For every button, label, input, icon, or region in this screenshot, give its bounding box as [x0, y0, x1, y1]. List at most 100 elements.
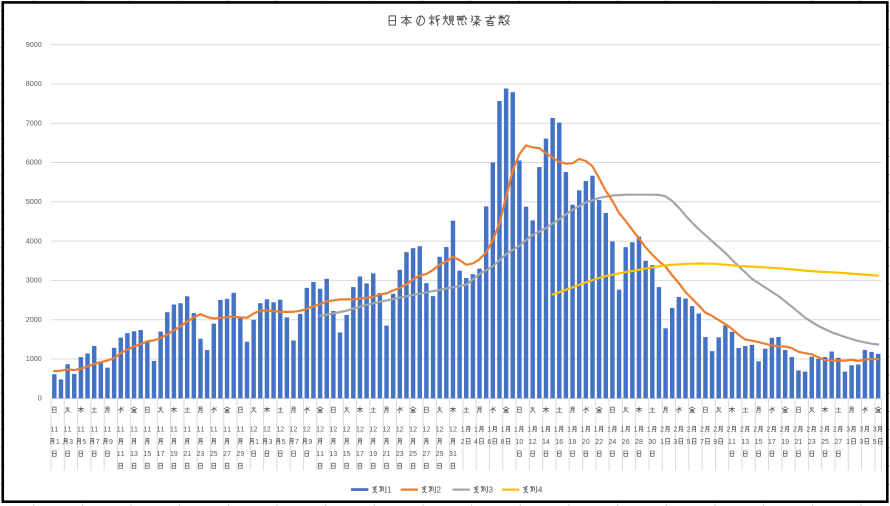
svg-text:2: 2: [400, 427, 404, 434]
svg-text:1: 1: [214, 427, 218, 434]
svg-text:1: 1: [514, 427, 518, 434]
svg-text:1: 1: [383, 427, 387, 434]
svg-text:1: 1: [157, 427, 161, 434]
svg-text:9: 9: [713, 439, 717, 446]
svg-text:1: 1: [94, 427, 98, 434]
svg-text:9: 9: [174, 451, 178, 458]
svg-text:2: 2: [197, 451, 201, 458]
svg-text:9: 9: [785, 439, 789, 446]
svg-text:2: 2: [833, 427, 837, 434]
svg-text:1: 1: [755, 439, 759, 446]
svg-text:1: 1: [329, 427, 333, 434]
svg-text:1: 1: [798, 439, 802, 446]
svg-text:3: 3: [745, 439, 749, 446]
svg-text:3: 3: [489, 485, 494, 494]
svg-text:1: 1: [64, 427, 68, 434]
svg-text:5000: 5000: [26, 197, 42, 206]
svg-text:1: 1: [170, 427, 174, 434]
svg-text:1: 1: [117, 451, 121, 458]
svg-text:5: 5: [147, 451, 151, 458]
svg-text:3: 3: [268, 439, 272, 446]
svg-text:1: 1: [356, 451, 360, 458]
svg-text:2: 2: [440, 427, 444, 434]
svg-text:1: 1: [187, 451, 191, 458]
svg-text:2: 2: [426, 427, 430, 434]
svg-text:8000: 8000: [26, 79, 42, 88]
svg-text:1: 1: [263, 427, 267, 434]
svg-text:3: 3: [449, 451, 453, 458]
svg-text:1: 1: [594, 427, 598, 434]
svg-text:3: 3: [333, 451, 337, 458]
svg-text:2: 2: [333, 427, 337, 434]
svg-text:3: 3: [69, 439, 73, 446]
svg-text:2: 2: [383, 451, 387, 458]
svg-text:1: 1: [117, 427, 121, 434]
svg-text:7: 7: [161, 451, 165, 458]
svg-text:2: 2: [453, 427, 457, 434]
svg-text:1: 1: [240, 427, 244, 434]
svg-text:1: 1: [183, 427, 187, 434]
svg-text:1: 1: [580, 427, 584, 434]
svg-text:5: 5: [825, 439, 829, 446]
svg-text:1: 1: [634, 427, 638, 434]
svg-text:6000: 6000: [26, 158, 42, 167]
svg-text:1: 1: [90, 427, 94, 434]
svg-text:1: 1: [453, 451, 457, 458]
svg-text:1: 1: [620, 427, 624, 434]
svg-text:4: 4: [474, 439, 478, 446]
svg-text:1: 1: [107, 427, 111, 434]
svg-text:2000: 2000: [26, 315, 42, 324]
svg-text:1: 1: [290, 427, 294, 434]
svg-text:1: 1: [236, 427, 240, 434]
svg-text:2: 2: [727, 427, 731, 434]
svg-text:2: 2: [766, 427, 770, 434]
svg-text:5: 5: [347, 451, 351, 458]
svg-text:2: 2: [795, 439, 799, 446]
svg-text:1: 1: [741, 439, 745, 446]
svg-text:2: 2: [280, 427, 284, 434]
svg-text:2: 2: [806, 427, 810, 434]
svg-text:7000: 7000: [26, 118, 42, 127]
svg-text:1: 1: [501, 427, 505, 434]
svg-text:3: 3: [200, 451, 204, 458]
svg-text:1: 1: [104, 427, 108, 434]
svg-text:1: 1: [143, 427, 147, 434]
svg-text:2: 2: [396, 451, 400, 458]
svg-text:7: 7: [227, 451, 231, 458]
svg-text:8: 8: [573, 439, 577, 446]
svg-text:9: 9: [109, 439, 113, 446]
svg-text:2: 2: [236, 451, 240, 458]
svg-text:7: 7: [838, 439, 842, 446]
svg-text:0: 0: [519, 439, 523, 446]
svg-text:3: 3: [134, 451, 138, 458]
svg-text:2: 2: [183, 451, 187, 458]
svg-text:5: 5: [759, 439, 763, 446]
svg-text:1: 1: [569, 439, 573, 446]
svg-text:1: 1: [660, 439, 664, 446]
svg-text:2: 2: [793, 427, 797, 434]
svg-text:1: 1: [555, 439, 559, 446]
svg-text:1: 1: [846, 439, 850, 446]
svg-text:7: 7: [360, 451, 364, 458]
svg-text:2: 2: [687, 427, 691, 434]
svg-text:1: 1: [77, 427, 81, 434]
svg-text:1: 1: [647, 427, 651, 434]
svg-text:1: 1: [369, 427, 373, 434]
svg-text:6: 6: [626, 439, 630, 446]
svg-text:3: 3: [846, 427, 850, 434]
svg-text:1: 1: [369, 451, 373, 458]
svg-text:1: 1: [554, 427, 558, 434]
svg-text:1: 1: [487, 427, 491, 434]
svg-text:3: 3: [859, 439, 863, 446]
svg-text:5: 5: [687, 439, 691, 446]
svg-text:1: 1: [56, 439, 60, 446]
svg-text:1: 1: [542, 439, 546, 446]
svg-text:0: 0: [586, 439, 590, 446]
svg-text:2: 2: [673, 427, 677, 434]
svg-text:1: 1: [781, 439, 785, 446]
svg-text:6: 6: [487, 439, 491, 446]
svg-text:2: 2: [713, 427, 717, 434]
svg-text:2: 2: [436, 451, 440, 458]
svg-text:2: 2: [820, 427, 824, 434]
svg-text:1: 1: [320, 451, 324, 458]
